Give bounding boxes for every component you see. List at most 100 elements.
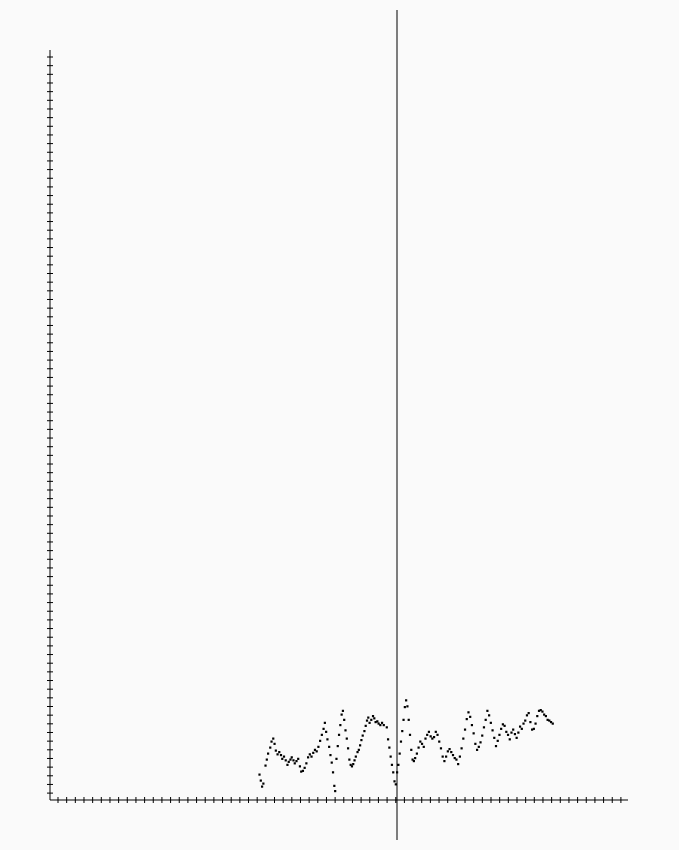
data-point bbox=[312, 751, 315, 754]
data-point bbox=[436, 733, 439, 736]
data-point bbox=[337, 733, 341, 736]
data-point bbox=[517, 731, 520, 734]
data-point bbox=[267, 752, 270, 755]
data-point bbox=[368, 721, 371, 724]
data-point bbox=[524, 719, 527, 722]
data-point bbox=[359, 744, 362, 747]
data-point bbox=[356, 751, 359, 754]
data-point bbox=[401, 730, 404, 733]
data-point bbox=[477, 745, 480, 748]
data-point bbox=[500, 727, 503, 730]
data-point bbox=[399, 740, 403, 743]
data-point bbox=[522, 722, 525, 725]
data-point bbox=[276, 753, 279, 756]
data-point bbox=[486, 709, 489, 712]
data-point bbox=[525, 714, 529, 717]
data-point bbox=[265, 758, 268, 761]
data-point bbox=[506, 733, 510, 736]
data-point bbox=[310, 755, 313, 758]
data-point bbox=[361, 734, 364, 737]
data-point bbox=[396, 771, 399, 774]
data-point bbox=[367, 716, 370, 719]
data-point bbox=[377, 722, 380, 725]
data-point bbox=[510, 731, 513, 734]
data-point bbox=[481, 734, 484, 737]
data-point bbox=[286, 763, 289, 766]
data-point bbox=[281, 757, 284, 760]
data-point bbox=[532, 727, 535, 730]
data-point bbox=[543, 713, 546, 716]
data-point bbox=[548, 719, 551, 722]
data-point bbox=[457, 763, 460, 766]
data-point bbox=[323, 721, 326, 724]
data-point bbox=[493, 736, 496, 739]
data-point bbox=[443, 760, 446, 763]
data-point bbox=[264, 764, 267, 767]
data-point bbox=[370, 718, 373, 721]
data-point bbox=[289, 758, 292, 761]
data-point bbox=[303, 766, 306, 769]
data-point bbox=[386, 738, 390, 741]
data-point bbox=[352, 763, 355, 766]
data-point bbox=[290, 756, 293, 759]
data-point bbox=[295, 760, 298, 763]
data-point bbox=[272, 737, 275, 740]
data-point bbox=[411, 758, 414, 761]
data-point bbox=[282, 755, 286, 758]
data-point bbox=[385, 726, 388, 729]
data-point bbox=[269, 746, 272, 749]
data-point bbox=[373, 717, 376, 720]
data-point bbox=[329, 754, 332, 757]
data-point bbox=[469, 715, 472, 718]
data-point bbox=[349, 763, 352, 766]
data-point bbox=[393, 780, 396, 783]
data-point bbox=[439, 747, 443, 750]
data-point bbox=[278, 751, 281, 754]
data-point bbox=[364, 724, 367, 727]
data-point bbox=[537, 709, 541, 712]
data-point bbox=[518, 725, 522, 728]
data-point bbox=[300, 770, 303, 773]
data-point bbox=[529, 721, 532, 724]
data-point bbox=[350, 765, 354, 768]
data-point bbox=[402, 718, 405, 721]
data-point bbox=[360, 739, 363, 742]
data-point bbox=[474, 742, 477, 745]
data-point bbox=[343, 718, 346, 721]
data-point bbox=[475, 748, 479, 751]
data-point bbox=[287, 760, 290, 763]
data-point bbox=[489, 721, 492, 724]
data-point bbox=[482, 726, 486, 729]
data-point bbox=[513, 733, 517, 736]
data-point bbox=[389, 755, 392, 758]
data-point bbox=[451, 754, 455, 757]
data-point bbox=[424, 737, 427, 740]
data-point bbox=[390, 763, 394, 766]
data-point bbox=[422, 745, 425, 748]
data-point bbox=[453, 757, 456, 760]
data-point bbox=[406, 705, 409, 708]
data-point bbox=[531, 728, 534, 731]
data-point bbox=[297, 757, 300, 760]
data-point bbox=[315, 750, 318, 753]
data-point bbox=[397, 763, 400, 766]
data-point bbox=[398, 752, 401, 755]
data-point bbox=[445, 755, 448, 758]
data-point bbox=[431, 737, 434, 740]
data-point bbox=[306, 756, 310, 759]
data-point bbox=[407, 718, 410, 721]
data-point bbox=[465, 718, 468, 721]
data-point bbox=[340, 713, 343, 716]
data-point bbox=[279, 754, 283, 757]
data-point bbox=[448, 748, 451, 751]
data-point bbox=[446, 750, 449, 753]
data-point bbox=[429, 735, 432, 738]
data-point bbox=[426, 733, 429, 736]
data-point bbox=[419, 740, 422, 743]
data-point bbox=[353, 759, 356, 762]
data-point bbox=[344, 729, 347, 732]
data-point bbox=[467, 711, 470, 714]
data-point bbox=[298, 765, 302, 768]
data-point bbox=[479, 741, 482, 744]
